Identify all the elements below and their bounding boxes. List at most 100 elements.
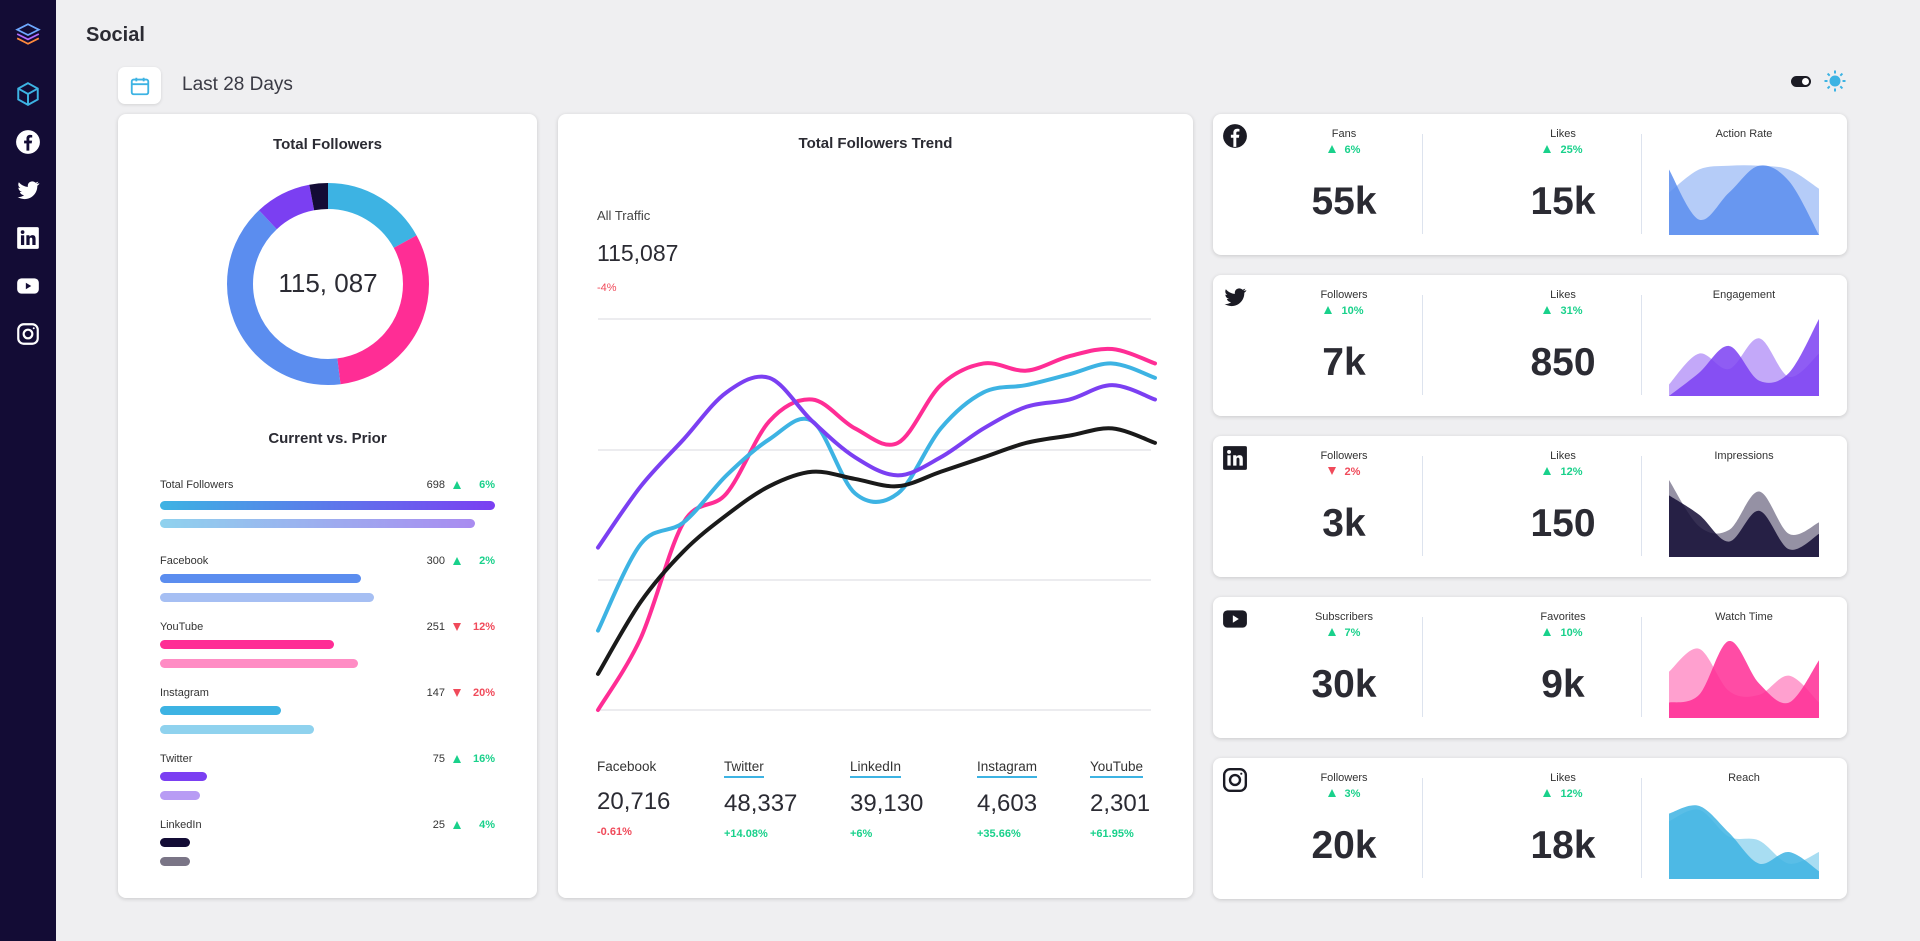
cube-icon[interactable] bbox=[14, 80, 42, 108]
area-chart-label: Impressions bbox=[1714, 450, 1774, 462]
date-range-label[interactable]: Last 28 Days bbox=[182, 74, 293, 95]
metric: Likes 31% 850 bbox=[1468, 275, 1658, 416]
area-front bbox=[1669, 805, 1819, 879]
comparison-row: YouTube 251 12% bbox=[160, 621, 495, 681]
metric-value: 7k bbox=[1322, 341, 1366, 384]
twitter-icon[interactable] bbox=[14, 176, 42, 204]
arrow-up-icon bbox=[453, 821, 461, 829]
metric: Followers 2% 3k bbox=[1249, 436, 1439, 577]
arrow-down-icon bbox=[1327, 467, 1336, 475]
legend-item[interactable]: Instagram 4,603 +35.66% bbox=[977, 758, 1057, 840]
area-chart: Impressions bbox=[1669, 436, 1819, 577]
date-picker-button[interactable] bbox=[118, 67, 161, 104]
comparison-row: Facebook 300 2% bbox=[160, 555, 495, 615]
social-card-twitter: Followers 10% 7k Likes 31% 850 Engagement bbox=[1213, 275, 1847, 416]
metric-label: Likes bbox=[1550, 772, 1576, 784]
legend-change: +14.08% bbox=[724, 828, 768, 840]
current-bar bbox=[160, 501, 495, 510]
area-front bbox=[1669, 165, 1819, 235]
area-front bbox=[1669, 641, 1819, 718]
donut-slice-youtube[interactable] bbox=[227, 183, 429, 385]
comparison-name: Total Followers bbox=[160, 479, 234, 491]
legend-item[interactable]: Facebook 20,716 -0.61% bbox=[597, 758, 677, 838]
instagram-icon[interactable] bbox=[14, 320, 42, 348]
total-followers-card: Total Followers 115, 087 Current vs. Pri… bbox=[118, 114, 537, 898]
divider bbox=[1641, 134, 1642, 234]
legend-item[interactable]: YouTube 2,301 +61.95% bbox=[1090, 758, 1170, 840]
calendar-icon bbox=[130, 77, 149, 95]
area-chart-plot bbox=[1669, 165, 1819, 235]
metric-change-pct: 2% bbox=[1344, 466, 1361, 478]
metric-change: 2% bbox=[1249, 466, 1439, 478]
trend-label: All Traffic bbox=[597, 208, 651, 223]
metric-value: 18k bbox=[1530, 824, 1596, 867]
metric-value: 850 bbox=[1530, 341, 1596, 384]
legend-name: Instagram bbox=[977, 759, 1038, 778]
arrow-up-icon bbox=[1543, 467, 1552, 475]
donut-slice-facebook[interactable] bbox=[227, 183, 429, 385]
sun-icon[interactable] bbox=[1823, 69, 1847, 93]
divider bbox=[1641, 617, 1642, 717]
arrow-up-icon bbox=[1327, 628, 1336, 636]
metric-change: 7% bbox=[1249, 627, 1439, 639]
divider bbox=[1422, 295, 1423, 395]
metric-change-pct: 3% bbox=[1344, 788, 1361, 800]
metric-change-pct: 6% bbox=[1344, 144, 1361, 156]
youtube-icon bbox=[1222, 606, 1248, 632]
arrow-up-icon bbox=[1327, 789, 1336, 797]
divider bbox=[1422, 134, 1423, 234]
metric-value: 30k bbox=[1311, 663, 1377, 706]
area-chart-label: Engagement bbox=[1712, 289, 1776, 301]
current-bar bbox=[160, 640, 334, 649]
metric-value: 9k bbox=[1541, 663, 1585, 706]
comparison-row: Instagram 147 20% bbox=[160, 687, 495, 747]
comparison-value: 251 bbox=[426, 621, 445, 633]
facebook-icon[interactable] bbox=[14, 128, 42, 156]
donut-slice-linkedin[interactable] bbox=[227, 183, 429, 385]
arrow-up-icon bbox=[453, 755, 461, 763]
youtube-icon[interactable] bbox=[14, 272, 42, 300]
area-chart: Reach bbox=[1669, 758, 1819, 899]
comparison-pct: 6% bbox=[479, 479, 495, 491]
comparison-pct: 4% bbox=[479, 819, 495, 831]
area-front bbox=[1669, 495, 1819, 557]
prior-bar bbox=[160, 725, 314, 734]
arrow-up-icon bbox=[1324, 306, 1333, 314]
area-chart-plot bbox=[1669, 319, 1819, 396]
comparison-value: 75 bbox=[432, 753, 445, 765]
legend-item[interactable]: Twitter 48,337 +14.08% bbox=[724, 758, 804, 840]
prior-bar bbox=[160, 857, 190, 866]
metric-value: 3k bbox=[1322, 502, 1366, 545]
comparison-value: 25 bbox=[432, 819, 445, 831]
social-card-youtube: Subscribers 7% 30k Favorites 10% 9k Watch Time bbox=[1213, 597, 1847, 738]
metric-change: 12% bbox=[1468, 788, 1658, 800]
metric: Likes 12% 150 bbox=[1468, 436, 1658, 577]
arrow-up-icon bbox=[453, 557, 461, 565]
metric-label: Followers bbox=[1320, 289, 1368, 301]
arrow-up-icon bbox=[1543, 306, 1552, 314]
comparison-pct: 16% bbox=[472, 753, 495, 765]
prior-bar bbox=[160, 659, 358, 668]
arrow-up-icon bbox=[1543, 145, 1552, 153]
area-chart-label: Reach bbox=[1728, 772, 1760, 784]
arrow-up-icon bbox=[453, 481, 461, 489]
divider bbox=[1641, 456, 1642, 556]
legend-name: Facebook bbox=[597, 759, 657, 774]
metric-change: 25% bbox=[1468, 144, 1658, 156]
metric-change-pct: 7% bbox=[1344, 627, 1361, 639]
theme-toggle[interactable] bbox=[1791, 76, 1811, 87]
metric-label: Fans bbox=[1331, 128, 1357, 140]
followers-donut-chart bbox=[227, 183, 429, 385]
area-chart-label: Action Rate bbox=[1715, 128, 1773, 140]
social-card-facebook: Fans 6% 55k Likes 25% 15k Action Rate bbox=[1213, 114, 1847, 255]
legend-item[interactable]: LinkedIn 39,130 +6% bbox=[850, 758, 930, 840]
linkedin-icon[interactable] bbox=[14, 224, 42, 252]
logo-icon[interactable] bbox=[14, 20, 42, 48]
metric-change: 6% bbox=[1249, 144, 1439, 156]
page-title: Social bbox=[86, 24, 145, 46]
metric-change: 10% bbox=[1468, 627, 1658, 639]
current-bar bbox=[160, 574, 361, 583]
legend-change: +61.95% bbox=[1090, 828, 1134, 840]
trend-change: -4% bbox=[597, 282, 617, 294]
divider bbox=[1422, 617, 1423, 717]
